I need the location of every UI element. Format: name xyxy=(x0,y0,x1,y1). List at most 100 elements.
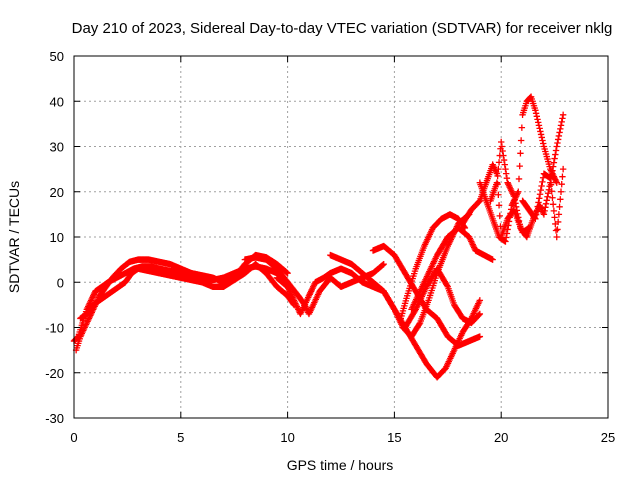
data-point xyxy=(495,165,502,173)
x-tick-label: 0 xyxy=(70,430,77,445)
data-point xyxy=(552,151,559,158)
data-point xyxy=(505,222,512,229)
data-point xyxy=(552,147,560,154)
data-point xyxy=(515,214,522,221)
data-point xyxy=(514,210,521,218)
data-point xyxy=(554,136,562,143)
data-point xyxy=(416,321,423,328)
data-point xyxy=(555,132,563,140)
data-point xyxy=(502,238,509,245)
data-point xyxy=(502,165,509,173)
data-point xyxy=(548,188,555,195)
data-point xyxy=(516,221,523,228)
data-point xyxy=(559,165,567,173)
data-point xyxy=(558,118,565,126)
data-point xyxy=(537,131,545,138)
data-point xyxy=(549,201,557,208)
x-tick-label: 10 xyxy=(280,430,294,445)
data-point xyxy=(539,178,546,186)
data-point xyxy=(543,197,550,204)
data-point xyxy=(507,206,515,213)
data-point xyxy=(511,196,518,203)
data-point xyxy=(506,214,513,221)
data-point xyxy=(535,199,542,206)
data-point xyxy=(502,234,510,241)
data-point xyxy=(551,214,558,221)
data-point xyxy=(536,195,543,202)
data-point xyxy=(555,211,563,218)
data-point xyxy=(517,137,525,144)
y-tick-label: 20 xyxy=(50,185,64,200)
data-point xyxy=(557,122,565,129)
data-point xyxy=(532,211,540,218)
data-point xyxy=(512,203,520,211)
data-point xyxy=(557,196,564,203)
series-trace-h xyxy=(408,224,496,313)
data-point xyxy=(461,224,469,232)
data-point xyxy=(500,156,508,164)
data-point xyxy=(515,217,523,225)
data-point xyxy=(535,119,542,126)
x-axis-label: GPS time / hours xyxy=(287,457,394,473)
series-trace-d xyxy=(241,254,387,318)
data-point xyxy=(495,159,503,166)
data-point xyxy=(510,193,518,200)
data-point xyxy=(542,200,550,208)
data-point xyxy=(284,270,291,277)
data-point xyxy=(540,211,548,218)
data-point xyxy=(537,186,545,194)
data-point xyxy=(536,125,543,132)
data-point xyxy=(498,143,506,150)
data-point xyxy=(380,260,387,268)
data-point xyxy=(535,122,543,129)
data-point xyxy=(554,139,561,147)
data-point xyxy=(539,137,546,144)
data-point xyxy=(532,215,539,223)
data-point xyxy=(475,311,483,318)
data-point xyxy=(553,179,560,186)
data-point xyxy=(496,212,503,220)
y-tick-label: -10 xyxy=(45,321,64,336)
data-point xyxy=(542,204,549,211)
y-tick-label: 50 xyxy=(50,49,64,64)
x-axis: 0 5 10 15 20 25 xyxy=(70,56,615,445)
x-tick-label: 15 xyxy=(387,430,401,445)
data-point xyxy=(500,152,507,159)
data-point xyxy=(443,282,451,289)
data-point xyxy=(544,190,552,197)
data-point xyxy=(532,107,539,114)
data-point xyxy=(532,110,540,117)
data-point xyxy=(494,172,501,180)
data-point xyxy=(556,203,563,211)
data-point xyxy=(559,115,566,122)
y-tick-label: 30 xyxy=(50,140,64,155)
data-point xyxy=(515,188,522,195)
y-tick-label: 40 xyxy=(50,94,64,109)
data-point xyxy=(493,179,501,186)
data-point xyxy=(503,230,511,237)
data-point xyxy=(502,170,510,177)
data-point xyxy=(501,161,508,168)
x-tick-label: 25 xyxy=(601,430,615,445)
data-point xyxy=(505,218,513,225)
data-point xyxy=(513,207,521,214)
data-point xyxy=(541,207,548,215)
y-axis-label: SDTVAR / TECUs xyxy=(6,181,22,293)
data-point xyxy=(534,203,541,210)
data-point xyxy=(547,181,555,188)
data-points xyxy=(70,93,567,381)
data-point xyxy=(476,297,484,304)
data-point xyxy=(489,256,496,263)
grid xyxy=(74,56,608,418)
data-point xyxy=(553,143,560,150)
data-point xyxy=(558,181,565,188)
data-point xyxy=(549,194,556,201)
data-point xyxy=(517,150,524,157)
series-trace-i xyxy=(401,265,484,331)
data-point xyxy=(495,191,502,198)
data-point xyxy=(550,159,558,166)
data-point xyxy=(537,128,544,135)
series-trace-n xyxy=(519,165,567,241)
y-tick-label: 0 xyxy=(57,275,64,290)
data-point xyxy=(559,111,567,119)
